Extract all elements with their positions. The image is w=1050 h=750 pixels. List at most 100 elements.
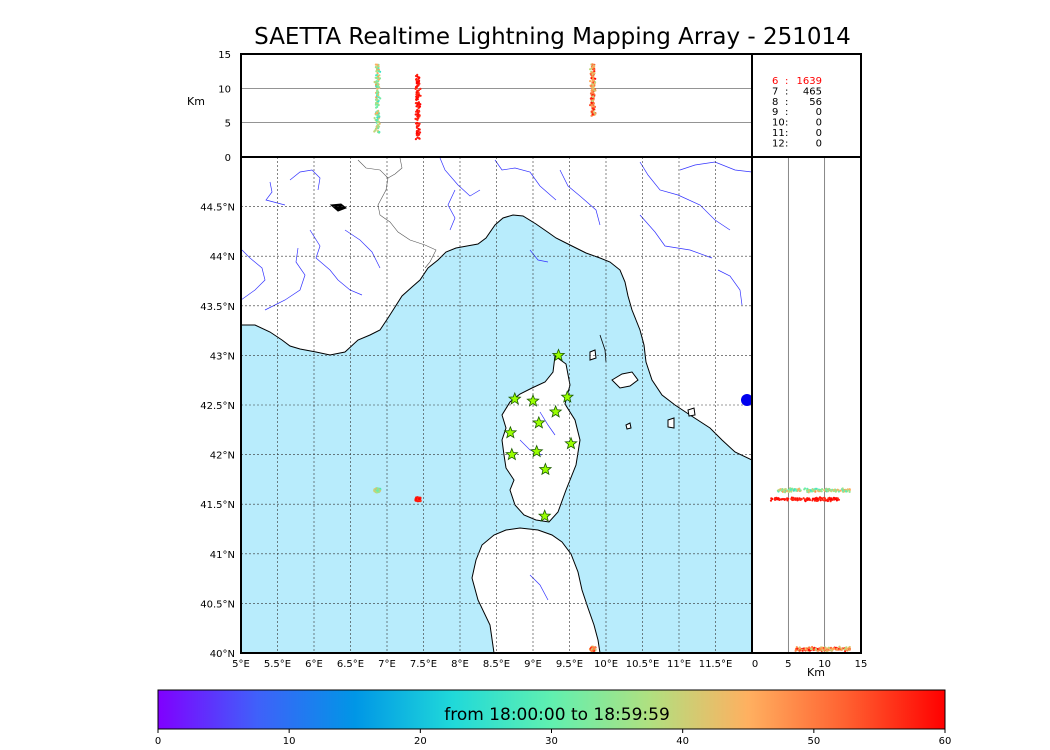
altitude-axis-label: Km bbox=[187, 95, 205, 108]
side-tick-labels: 0 5 10 15 bbox=[752, 659, 868, 670]
latitude-tick: 44°N bbox=[210, 252, 235, 263]
longitude-tick: 11.5°E bbox=[699, 659, 733, 670]
lightning-source bbox=[831, 647, 834, 651]
lightning-source bbox=[591, 83, 594, 86]
lightning-source bbox=[803, 488, 806, 491]
station-count-stations: 8 bbox=[772, 97, 778, 108]
altitude-latitude-panel: 0 5 10 15 Km bbox=[752, 157, 868, 679]
lightning-source bbox=[416, 115, 419, 118]
lightning-source bbox=[794, 497, 797, 500]
lightning-source bbox=[376, 103, 379, 106]
lightning-source bbox=[416, 73, 419, 76]
lightning-source bbox=[418, 82, 421, 85]
station-count-colon: : bbox=[785, 97, 788, 108]
lightning-source bbox=[417, 116, 420, 120]
lightning-source bbox=[416, 121, 419, 124]
station-count-value: 1639 bbox=[797, 76, 822, 87]
lightning-source bbox=[415, 498, 418, 501]
lightning-source bbox=[373, 490, 376, 493]
lightning-source bbox=[804, 498, 807, 501]
station-star-icon bbox=[551, 348, 566, 362]
lightning-source bbox=[416, 89, 419, 92]
lightning-source bbox=[418, 110, 421, 113]
lightning-cluster-altitude bbox=[414, 73, 422, 141]
lightning-source bbox=[814, 647, 817, 650]
station-count-row: 9: 0 bbox=[772, 107, 822, 118]
lightning-source bbox=[823, 489, 826, 492]
lightning-source bbox=[416, 112, 419, 115]
lightning-source bbox=[796, 647, 799, 650]
station-count-stations: 9 bbox=[772, 107, 778, 118]
lightning-source bbox=[591, 71, 594, 74]
lightning-source bbox=[376, 102, 379, 105]
lightning-source bbox=[375, 106, 378, 109]
lightning-source bbox=[780, 498, 783, 501]
lightning-source bbox=[375, 125, 378, 128]
lightning-source bbox=[781, 497, 785, 501]
lightning-source bbox=[826, 489, 830, 492]
lightning-source bbox=[418, 128, 421, 131]
lightning-source bbox=[843, 648, 847, 651]
latitude-tick: 40.5°N bbox=[200, 599, 235, 610]
station-star-icon bbox=[538, 462, 553, 476]
lightning-source bbox=[377, 127, 380, 130]
lightning-source bbox=[418, 94, 421, 97]
lightning-source bbox=[832, 496, 836, 499]
panel-frames bbox=[240, 53, 862, 654]
lightning-source bbox=[783, 490, 786, 493]
lightning-source bbox=[836, 648, 839, 651]
lightning-source bbox=[796, 498, 800, 502]
altitude-tick: 5 bbox=[225, 119, 231, 130]
station-star-icon bbox=[507, 391, 522, 405]
station-count-stations: 10 bbox=[772, 118, 785, 129]
lightning-source bbox=[593, 72, 596, 75]
lightning-source bbox=[807, 646, 810, 649]
altitude-longitude-panel: 15 10 5 0 Km bbox=[187, 50, 752, 164]
colorbar-tick: 20 bbox=[414, 736, 427, 747]
lightning-source bbox=[799, 498, 802, 501]
lightning-source bbox=[592, 646, 596, 649]
lightning-source bbox=[807, 489, 811, 492]
lightning-source bbox=[810, 648, 813, 651]
longitude-tick-labels: 5°E 5.5°E 6°E 6.5°E 7°E 7.5°E 8°E 8.5°E 9°E 9.5°E… bbox=[232, 659, 732, 670]
lightning-source bbox=[594, 77, 597, 80]
page-title: SAETTA Realtime Lightning Mapping Array … bbox=[254, 24, 851, 50]
lightning-source bbox=[376, 87, 379, 90]
lightning-source bbox=[795, 489, 798, 492]
station-count-row: 8: 56 bbox=[772, 97, 822, 108]
colorbar-tick: 40 bbox=[676, 736, 689, 747]
lightning-source bbox=[591, 77, 595, 81]
lightning-source bbox=[414, 117, 417, 120]
station-count-stations: 6 bbox=[772, 76, 778, 87]
lightning-source bbox=[414, 102, 417, 105]
lightning-source bbox=[378, 74, 381, 77]
altitude-tick: 0 bbox=[225, 153, 231, 164]
station-count-stations: 11 bbox=[772, 128, 785, 139]
lightning-source bbox=[591, 66, 594, 69]
latitude-tick: 43.5°N bbox=[200, 302, 235, 313]
lightning-source bbox=[414, 113, 417, 116]
lightning-cluster-altitude bbox=[589, 63, 597, 117]
time-colorbar: from 18:00:00 to 18:59:59 0 10 20 30 40 50 60 bbox=[155, 689, 951, 747]
lightning-source bbox=[418, 114, 421, 117]
lightning-source bbox=[823, 496, 826, 499]
altitude-gridlines bbox=[241, 87, 752, 124]
colorbar-label: from 18:00:00 to 18:59:59 bbox=[444, 705, 670, 725]
lightning-source bbox=[788, 489, 791, 492]
longitude-tick: 8.5°E bbox=[483, 659, 510, 670]
lightning-source bbox=[837, 489, 840, 492]
colorbar-gradient bbox=[157, 689, 946, 730]
station-count-colon: : bbox=[785, 76, 788, 87]
longitude-tick: 9°E bbox=[524, 659, 542, 670]
lightning-source bbox=[419, 87, 422, 90]
station-count-stations: 12 bbox=[772, 138, 785, 149]
lightning-source bbox=[374, 103, 377, 106]
lightning-source bbox=[591, 100, 594, 103]
lightning-source bbox=[377, 70, 380, 73]
lightning-source bbox=[591, 113, 594, 116]
lightning-source bbox=[791, 498, 794, 502]
lightning-source bbox=[415, 126, 418, 129]
lightning-source bbox=[373, 116, 376, 120]
